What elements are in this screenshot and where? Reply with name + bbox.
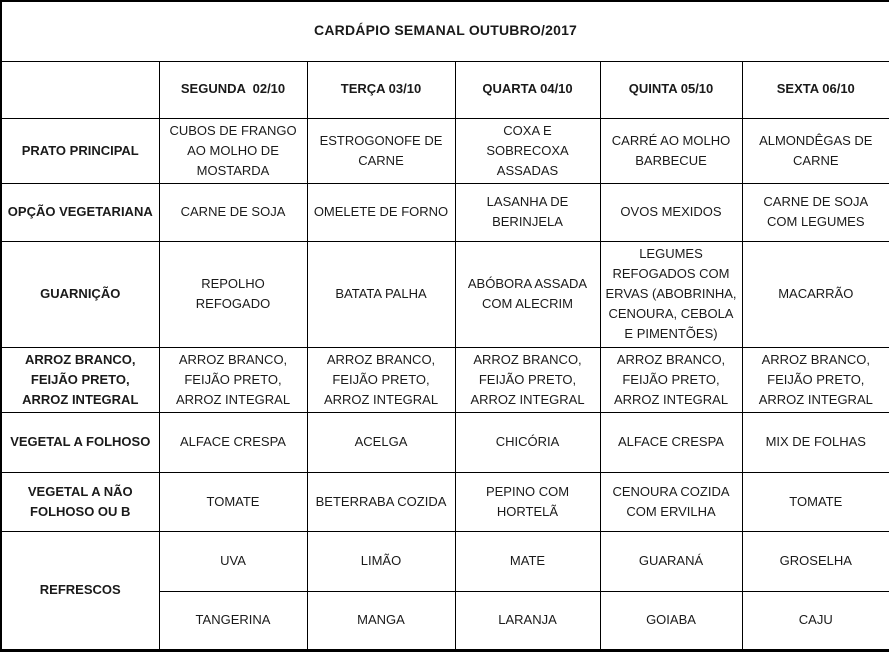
menu-cell: CHICÓRIA [454,412,601,474]
menu-cell: MACARRÃO [741,240,889,348]
menu-cell: TOMATE [741,472,889,533]
menu-cell: CAJU [741,591,889,652]
menu-cell: LARANJA [454,591,601,652]
table-row: PRATO PRINCIPAL CUBOS DE FRANGO AO MOLHO… [0,117,889,184]
row-label-prato-principal: PRATO PRINCIPAL [0,117,160,184]
menu-cell: GOIABA [599,591,743,652]
menu-cell: TOMATE [158,472,308,533]
menu-cell: REPOLHO REFOGADO [158,240,308,348]
row-label-refrescos: REFRESCOS [0,531,160,652]
menu-cell: ABÓBORA ASSADA COM ALECRIM [454,240,601,348]
menu-cell: MIX DE FOLHAS [741,412,889,474]
menu-cell: ALFACE CRESPA [599,412,743,474]
menu-cell: GROSELHA [741,531,889,593]
table-row: GUARNIÇÃO REPOLHO REFOGADO BATATA PALHA … [0,240,889,348]
column-header-terca: TERÇA 03/10 [306,60,456,119]
column-header-quinta: QUINTA 05/10 [599,60,743,119]
menu-cell: GUARANÁ [599,531,743,593]
menu-cell: ARROZ BRANCO, FEIJÃO PRETO, ARROZ INTEGR… [306,346,456,414]
menu-cell: ACELGA [306,412,456,474]
row-label-arroz-feijao: ARROZ BRANCO, FEIJÃO PRETO, ARROZ INTEGR… [0,346,160,414]
menu-cell: ARROZ BRANCO, FEIJÃO PRETO, ARROZ INTEGR… [741,346,889,414]
menu-cell: COXA E SOBRECOXA ASSADAS [454,117,601,184]
menu-cell: UVA [158,531,308,593]
table-row: VEGETAL A NÃO FOLHOSO OU B TOMATE BETERR… [0,472,889,533]
menu-cell: CARNE DE SOJA COM LEGUMES [741,182,889,242]
menu-cell: ARROZ BRANCO, FEIJÃO PRETO, ARROZ INTEGR… [599,346,743,414]
menu-cell: CARNE DE SOJA [158,182,308,242]
menu-cell: ALFACE CRESPA [158,412,308,474]
row-label-vegetal-folhoso: VEGETAL A FOLHOSO [0,412,160,474]
menu-cell: MANGA [306,591,456,652]
column-header-sexta: SEXTA 06/10 [741,60,889,119]
menu-cell: LASANHA DE BERINJELA [454,182,601,242]
title-row: CARDÁPIO SEMANAL OUTUBRO/2017 [0,0,889,62]
menu-cell: ESTROGONOFE DE CARNE [306,117,456,184]
table-row: ARROZ BRANCO, FEIJÃO PRETO, ARROZ INTEGR… [0,346,889,414]
table-row: VEGETAL A FOLHOSO ALFACE CRESPA ACELGA C… [0,412,889,474]
menu-cell: LIMÃO [306,531,456,593]
corner-cell [0,60,160,119]
table-row: OPÇÃO VEGETARIANA CARNE DE SOJA OMELETE … [0,182,889,242]
menu-cell: CUBOS DE FRANGO AO MOLHO DE MOSTARDA [158,117,308,184]
header-row: SEGUNDA 02/10 TERÇA 03/10 QUARTA 04/10 Q… [0,60,889,119]
row-label-opcao-vegetariana: OPÇÃO VEGETARIANA [0,182,160,242]
menu-cell: LEGUMES REFOGADOS COM ERVAS (ABOBRINHA, … [599,240,743,348]
menu-cell: ALMONDÊGAS DE CARNE [741,117,889,184]
menu-cell: CENOURA COZIDA COM ERVILHA [599,472,743,533]
menu-cell: TANGERINA [158,591,308,652]
menu-cell: BETERRABA COZIDA [306,472,456,533]
column-header-quarta: QUARTA 04/10 [454,60,601,119]
page-title: CARDÁPIO SEMANAL OUTUBRO/2017 [0,0,889,62]
menu-cell: BATATA PALHA [306,240,456,348]
menu-cell: OMELETE DE FORNO [306,182,456,242]
column-header-segunda: SEGUNDA 02/10 [158,60,308,119]
menu-cell: ARROZ BRANCO, FEIJÃO PRETO, ARROZ INTEGR… [454,346,601,414]
row-label-vegetal-nao-folhoso: VEGETAL A NÃO FOLHOSO OU B [0,472,160,533]
row-label-guarnicao: GUARNIÇÃO [0,240,160,348]
menu-cell: PEPINO COM HORTELÃ [454,472,601,533]
menu-cell: CARRÉ AO MOLHO BARBECUE [599,117,743,184]
menu-cell: MATE [454,531,601,593]
table-row: REFRESCOS UVA LIMÃO MATE GUARANÁ GROSELH… [0,531,889,652]
menu-cell: OVOS MEXIDOS [599,182,743,242]
menu-cell: ARROZ BRANCO, FEIJÃO PRETO, ARROZ INTEGR… [158,346,308,414]
